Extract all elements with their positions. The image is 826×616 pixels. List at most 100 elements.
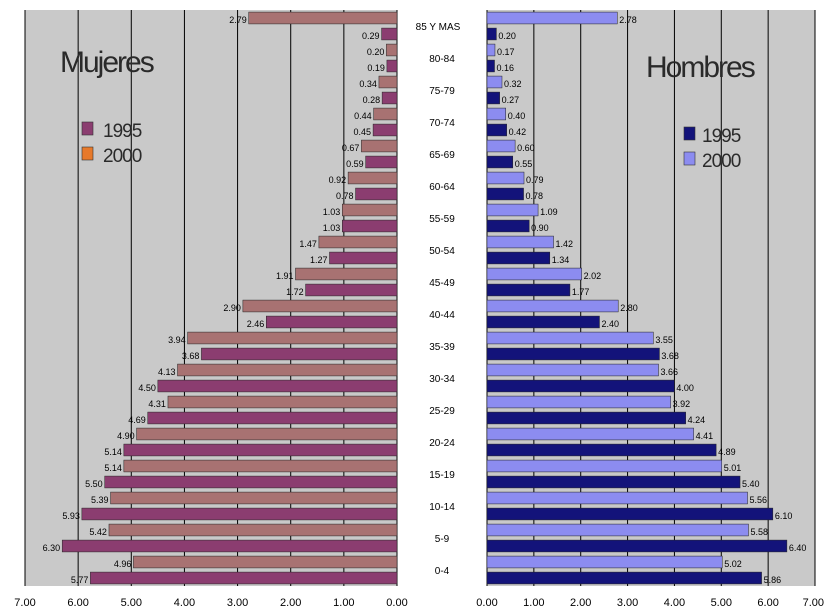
women-bar [110, 491, 398, 505]
men-value-labels: 5.86 5.02 6.40 5.58 6.10 5.56 5.405.01 4.89 4.41… [496, 15, 806, 585]
women-value-label: 0.29 [362, 31, 380, 41]
women-bar [157, 379, 398, 393]
women-value-label: 1.72 [286, 287, 304, 297]
women-bar [108, 523, 398, 537]
women-legend-label-1995: 1995 [103, 121, 142, 142]
men-value-label: 3.92 [673, 399, 691, 409]
men-value-label: 0.79 [526, 175, 544, 185]
women-legend-label-2000: 2000 [103, 146, 142, 167]
women-title: Mujeres [60, 46, 154, 79]
men-x-tick-label: 3.00 [617, 597, 638, 609]
men-bar [486, 27, 497, 41]
men-bars [486, 11, 788, 585]
men-bar [486, 299, 619, 313]
men-bar [486, 251, 551, 265]
men-bar [486, 171, 525, 185]
men-value-label: 2.40 [601, 319, 619, 329]
women-bar [61, 539, 398, 553]
women-bar [90, 571, 398, 585]
women-value-labels: 5.774.966.305.425.935.395.505.145.144.90… [43, 15, 385, 585]
men-value-label: 1.77 [572, 287, 590, 297]
women-x-tick-label: 2.00 [280, 597, 301, 609]
women-bar [365, 155, 398, 169]
men-bar [486, 475, 741, 489]
men-bar [486, 123, 507, 137]
men-value-label: 5.86 [764, 575, 782, 585]
women-value-label: 0.92 [329, 175, 347, 185]
women-value-label: 0.67 [342, 143, 360, 153]
men-value-label: 1.34 [552, 255, 570, 265]
women-x-tick-label: 6.00 [67, 597, 88, 609]
men-legend-swatch-2000 [683, 151, 696, 166]
women-bar [123, 459, 398, 473]
women-value-label: 2.46 [247, 319, 265, 329]
men-bar [486, 267, 582, 281]
men-bar [486, 539, 788, 553]
men-bar [486, 283, 571, 297]
age-group-label: 55-59 [429, 214, 455, 225]
men-x-tick-label: 7.00 [803, 597, 824, 609]
men-value-label: 3.66 [660, 367, 678, 377]
men-value-label: 4.41 [696, 431, 714, 441]
men-legend-swatch-1995 [683, 126, 696, 141]
men-value-label: 0.60 [517, 143, 535, 153]
women-bar [248, 11, 398, 25]
women-bar [381, 27, 398, 41]
women-value-label: 5.50 [85, 479, 103, 489]
men-bar [486, 107, 506, 121]
women-bar [123, 443, 398, 457]
women-value-label: 3.94 [168, 335, 186, 345]
women-value-label: 4.69 [128, 415, 146, 425]
women-bar [136, 427, 398, 441]
age-group-label: 35-39 [429, 342, 455, 353]
men-value-label: 0.17 [497, 47, 515, 57]
women-bar [147, 411, 398, 425]
men-value-label: 4.89 [718, 447, 736, 457]
women-bar [266, 315, 398, 329]
men-bar [486, 571, 762, 585]
women-bar [361, 139, 398, 153]
women-bar [378, 75, 398, 89]
men-value-label: 5.40 [742, 479, 760, 489]
women-bar [342, 219, 398, 233]
women-bar [242, 299, 398, 313]
age-group-label: 15-19 [429, 470, 455, 481]
women-bar [305, 283, 398, 297]
women-value-label: 0.19 [367, 63, 385, 73]
men-bar [486, 523, 749, 537]
age-group-label: 85 Y MAS [416, 22, 461, 33]
age-group-label: 80-84 [429, 54, 455, 65]
men-value-label: 5.02 [724, 559, 742, 569]
men-value-label: 5.01 [724, 463, 742, 473]
age-group-label: 50-54 [429, 246, 455, 257]
age-group-label: 40-44 [429, 310, 455, 321]
men-value-label: 0.90 [531, 223, 549, 233]
women-value-label: 4.31 [148, 399, 166, 409]
women-bar [177, 363, 398, 377]
men-value-label: 3.68 [661, 351, 679, 361]
women-bar [201, 347, 398, 361]
women-bar [295, 267, 398, 281]
men-bar [486, 331, 654, 345]
men-plot-area [487, 10, 815, 586]
men-bar [486, 219, 530, 233]
age-group-label: 10-14 [429, 502, 455, 513]
women-value-label: 0.34 [359, 79, 377, 89]
men-value-label: 4.24 [688, 415, 706, 425]
men-value-label: 3.55 [655, 335, 673, 345]
women-value-label: 3.68 [182, 351, 200, 361]
women-legend-swatch-1995 [81, 121, 94, 136]
women-value-label: 4.50 [138, 383, 156, 393]
men-legend-label-2000: 2000 [702, 151, 741, 172]
women-bar [81, 507, 398, 521]
men-value-label: 0.55 [515, 159, 533, 169]
men-value-label: 0.27 [502, 95, 520, 105]
men-bar [486, 443, 717, 457]
men-x-tick-label: 0.00 [476, 597, 497, 609]
women-value-label: 0.44 [354, 111, 372, 121]
men-bar [486, 187, 524, 201]
age-group-label: 45-49 [429, 278, 455, 289]
women-value-label: 0.28 [363, 95, 381, 105]
men-value-label: 0.32 [504, 79, 522, 89]
men-legend-label-1995: 1995 [702, 126, 741, 147]
